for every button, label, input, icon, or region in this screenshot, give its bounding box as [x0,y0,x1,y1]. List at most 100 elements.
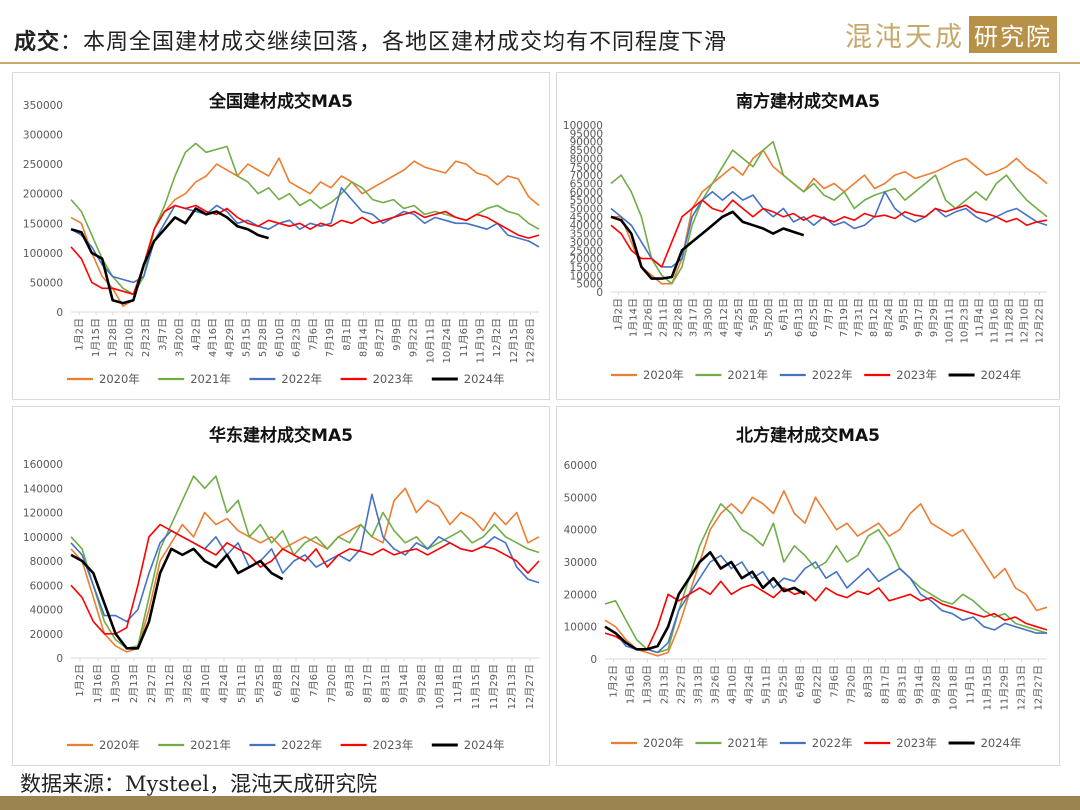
x-tick-label: 6月23日 [291,318,303,357]
x-tick-label: 1月2日 [73,318,85,351]
legend-label: 2024年 [981,368,1022,382]
series-line-2024年 [70,207,269,305]
x-tick-label: 10月23日 [958,298,970,343]
x-tick-label: 11月1日 [452,664,464,703]
y-tick-label: 250000 [23,159,63,171]
y-tick-label: 300000 [23,130,63,142]
x-tick-label: 10月18日 [948,665,960,710]
x-tick-label: 3月12日 [164,664,176,703]
x-tick-label: 8月1日 [341,318,353,351]
y-tick-label: 40000 [30,605,63,617]
y-tick-label: 60000 [570,187,603,199]
y-tick-label: 10000 [570,270,603,282]
y-tick-label: 5000 [576,279,603,291]
y-tick-label: 40000 [564,525,597,537]
x-tick-label: 1月16日 [625,665,637,704]
x-tick-label: 2月11日 [658,298,670,337]
logo-seal: 研究院 [969,15,1057,53]
x-tick-label: 8月14日 [358,318,370,357]
y-tick-label: 10000 [564,622,597,634]
x-tick-label: 12月2日 [491,318,503,357]
legend-label: 2023年 [373,738,414,752]
legend-label: 2021年 [727,368,768,382]
legend-label: 2022年 [812,736,853,750]
x-tick-label: 6月22日 [290,664,302,703]
legend-label: 2022年 [281,738,322,752]
x-tick-label: 7月20日 [326,664,338,703]
series-line-2024年 [610,210,805,280]
x-tick-label: 1月30日 [642,665,654,704]
legend-label: 2020年 [643,368,684,382]
x-tick-label: 3月13日 [693,665,705,704]
y-tick-label: 160000 [23,459,63,471]
legend-label: 2020年 [643,736,684,750]
x-tick-label: 9月5日 [898,298,910,331]
y-tick-label: 0 [56,307,63,319]
legend-label: 2020年 [99,738,140,752]
chart-panel-east: 0 20000 40000 60000 80000 100000 120000 140000 1… [12,406,550,766]
chart-svg: 0500010000150002000025000300003500040000… [563,120,1048,382]
series-line-2020年 [70,157,540,307]
x-tick-label: 5月15日 [241,318,253,357]
y-tick-label: 15000 [570,262,603,274]
y-tick-label: 100000 [23,532,63,544]
chart-svg: 0 10000 20000 30000 40000 50000 60000 1月2日 1月16日… [564,460,1048,750]
x-tick-label: 7月31日 [853,298,865,337]
x-tick-label: 12月13日 [506,664,518,709]
y-tick-label: 85000 [570,145,603,157]
legend-label: 2021年 [190,738,231,752]
y-tick-label: 100000 [563,120,603,132]
y-tick-label: 75000 [570,162,603,174]
header-divider [0,62,1080,64]
series-line-2023年 [70,523,540,635]
x-tick-label: 5月20日 [763,298,775,337]
y-tick-label: 350000 [23,100,63,112]
legend-label: 2023年 [373,372,414,386]
series-line-2020年 [70,487,540,653]
y-tick-label: 20000 [570,254,603,266]
x-tick-label: 9月29日 [928,298,940,337]
x-tick-label: 9月17日 [913,298,925,337]
x-tick-label: 1月14日 [628,298,640,337]
y-tick-label: 80000 [570,153,603,165]
legend-label: 2023年 [896,736,937,750]
x-tick-label: 7月6日 [829,665,841,698]
series-line-2023年 [604,580,1048,651]
x-tick-label: 4月2日 [190,318,202,351]
y-tick-label: 95000 [570,128,603,140]
x-tick-label: 8月3日 [344,664,356,697]
x-tick-label: 1月15日 [90,318,102,357]
x-tick-label: 12月10日 [1018,298,1030,343]
series-line-2020年 [604,490,1048,657]
x-tick-label: 12月27日 [1033,665,1045,710]
legend-label: 2023年 [896,368,937,382]
x-tick-label: 4月10日 [200,664,212,703]
x-tick-label: 8月24日 [883,298,895,337]
y-tick-label: 55000 [570,195,603,207]
x-tick-label: 8月12日 [868,298,880,337]
y-tick-label: 80000 [30,556,63,568]
chart-panel-north: 0 10000 20000 30000 40000 50000 60000 1月2日 1月16日… [556,406,1060,766]
y-tick-label: 60000 [30,580,63,592]
y-tick-label: 200000 [23,189,63,201]
y-tick-label: 65000 [570,178,603,190]
x-tick-label: 6月8日 [795,665,807,698]
title-prefix: 成交 [14,29,61,55]
x-tick-label: 11月19日 [475,318,487,363]
legend-label: 2021年 [190,372,231,386]
x-tick-label: 11月29日 [488,664,500,709]
x-tick-label: 8月17日 [880,665,892,704]
legend-label: 2024年 [464,372,505,386]
x-tick-label: 10月18日 [434,664,446,709]
x-tick-label: 11月1日 [965,665,977,704]
y-tick-label: 150000 [23,218,63,230]
series-line-2022年 [604,554,1047,654]
x-tick-label: 5月11日 [236,664,248,703]
x-tick-label: 8月3日 [863,665,875,698]
x-tick-label: 10月11日 [943,298,955,343]
y-tick-label: 35000 [570,229,603,241]
x-tick-label: 3月7日 [157,318,169,351]
series-line-2021年 [610,140,1048,285]
series-line-2022年 [70,493,540,623]
y-tick-label: 0 [590,654,597,666]
